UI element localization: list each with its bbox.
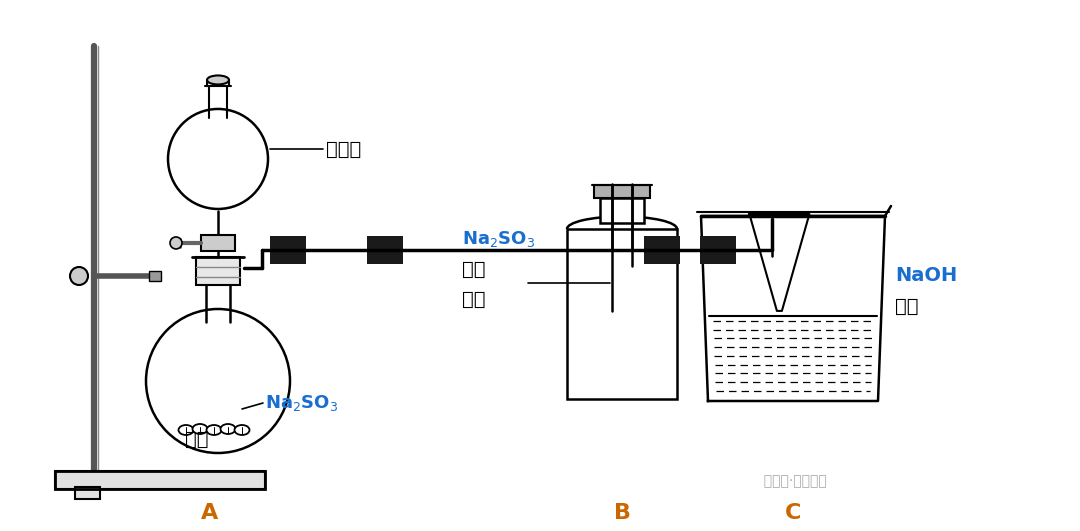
Text: A: A [201,503,218,523]
Bar [55,471,265,489]
Ellipse shape [207,75,229,84]
Bar [594,185,650,198]
Text: 溶液: 溶液 [462,289,486,309]
Bar [195,257,240,285]
Bar [201,235,235,251]
Text: 饱和: 饱和 [462,260,486,278]
Text: C: C [785,503,801,523]
Text: B: B [613,503,631,523]
Bar [75,487,100,499]
Bar [55,471,265,489]
Circle shape [70,267,87,285]
Circle shape [146,309,291,453]
Bar [149,271,161,281]
Text: NaOH: NaOH [895,267,957,286]
Ellipse shape [234,425,249,435]
Ellipse shape [192,424,207,434]
Ellipse shape [220,424,235,434]
Text: 晶体: 晶体 [185,430,208,449]
Bar [700,236,735,264]
Text: Na$_2$SO$_3$: Na$_2$SO$_3$ [265,393,338,413]
Bar [567,229,677,399]
Text: 浓硫酸: 浓硫酸 [326,140,361,158]
Circle shape [168,109,268,209]
Text: 溶液: 溶液 [895,296,918,315]
Ellipse shape [178,425,193,435]
Bar [367,236,403,264]
Bar [644,236,680,264]
Circle shape [170,237,183,249]
Text: Na$_2$SO$_3$: Na$_2$SO$_3$ [462,229,536,249]
Bar [270,236,306,264]
Bar [600,198,644,223]
Text: 公众号·博喻科学: 公众号·博喻科学 [755,474,827,488]
Ellipse shape [206,425,221,435]
